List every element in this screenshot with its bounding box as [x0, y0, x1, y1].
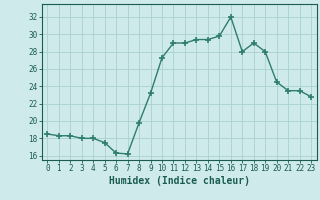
- X-axis label: Humidex (Indice chaleur): Humidex (Indice chaleur): [109, 176, 250, 186]
